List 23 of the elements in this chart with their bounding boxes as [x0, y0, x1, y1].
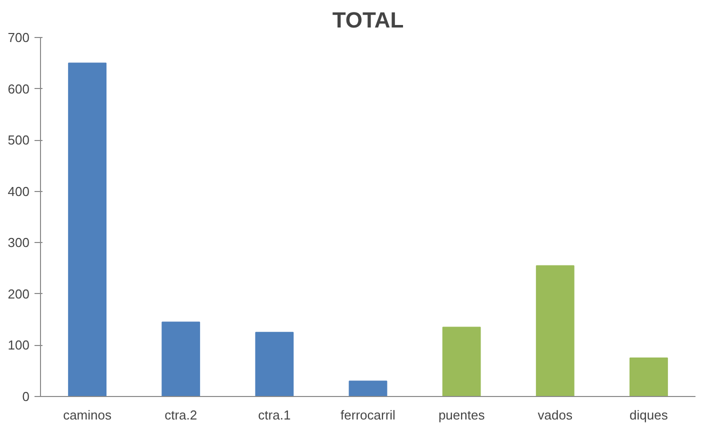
- bar: [442, 326, 481, 396]
- bar: [162, 322, 200, 396]
- bar: [255, 332, 294, 396]
- y-tick-label: 600: [8, 81, 30, 96]
- x-tick-label: caminos: [63, 408, 112, 422]
- x-tick-label: puentes: [438, 408, 486, 422]
- bar: [348, 380, 388, 396]
- y-tick-label: 100: [8, 338, 30, 353]
- bar: [68, 62, 106, 396]
- chart-title: TOTAL: [332, 8, 404, 32]
- x-tick-label: diques: [630, 408, 668, 422]
- x-tick-label: ctra.2: [164, 408, 198, 422]
- y-tick-label: 300: [8, 235, 30, 250]
- bar: [630, 358, 668, 396]
- x-tick-label: vados: [538, 408, 573, 422]
- y-tick-label: 400: [8, 184, 30, 199]
- y-tick-label: 0: [22, 389, 30, 404]
- x-tick-label: ctra.1: [258, 408, 291, 422]
- y-tick-label: 200: [8, 286, 30, 302]
- bar: [536, 265, 574, 396]
- x-tick-label: ferrocarril: [340, 408, 396, 422]
- y-tick-label: 700: [8, 30, 30, 45]
- y-tick-label: 500: [8, 132, 30, 148]
